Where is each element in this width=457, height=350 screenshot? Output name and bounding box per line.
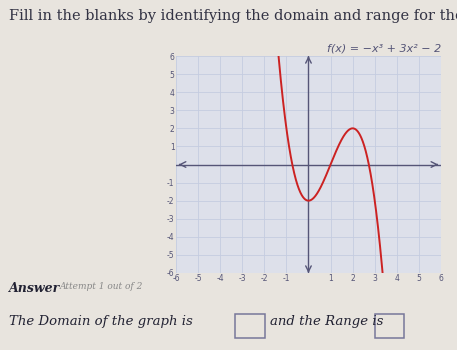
Text: Answer: Answer [9, 282, 60, 295]
Text: The Domain of the graph is: The Domain of the graph is [9, 315, 193, 328]
Text: and the Range is: and the Range is [270, 315, 383, 328]
Text: Fill in the blanks by identifying the domain and range for the graph below.: Fill in the blanks by identifying the do… [9, 9, 457, 23]
Text: f(x) = −x³ + 3x² − 2: f(x) = −x³ + 3x² − 2 [327, 43, 441, 53]
Text: Attempt 1 out of 2: Attempt 1 out of 2 [59, 282, 143, 291]
